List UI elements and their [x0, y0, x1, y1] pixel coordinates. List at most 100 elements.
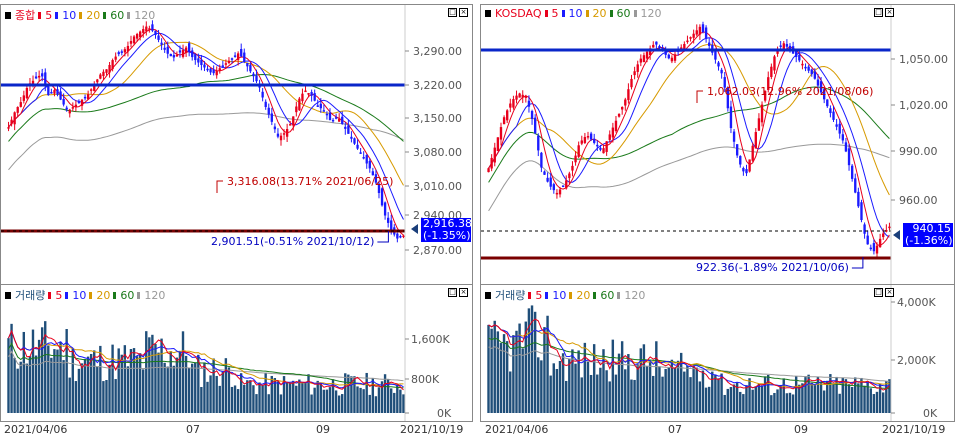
volume-bar — [596, 374, 599, 413]
candle-body — [850, 165, 854, 179]
close-icon[interactable]: × — [459, 288, 468, 297]
volume-bar — [633, 379, 636, 413]
volume-bar — [230, 386, 234, 413]
volume-bar — [549, 375, 552, 413]
volume-bar — [341, 394, 344, 413]
candle-body — [25, 87, 29, 99]
kospi-legend: 종합 5 10 20 60 120 — [5, 7, 155, 23]
volume-bar — [735, 382, 739, 413]
volume-bar — [875, 391, 879, 413]
candle-body — [56, 89, 59, 95]
kosdaq-date-start: 2021/04/06 — [485, 423, 549, 436]
legend-marker-icon — [5, 291, 11, 299]
volume-bar — [62, 360, 65, 413]
candle-body — [844, 142, 848, 152]
candle-body — [577, 145, 580, 157]
volume-bar — [555, 369, 559, 413]
volume-bar — [111, 344, 114, 413]
close-icon[interactable]: × — [885, 8, 894, 17]
candle-body — [313, 93, 316, 101]
close-icon[interactable]: × — [459, 8, 468, 17]
legend-ma120: 120 — [640, 7, 662, 20]
volume-bar — [816, 376, 820, 413]
volume-bar — [602, 349, 605, 413]
candle-body — [664, 48, 667, 55]
volume-bar — [552, 363, 555, 413]
ma5-line — [488, 31, 890, 247]
volume-bar — [160, 338, 163, 413]
legend-ma120: 120 — [134, 8, 156, 22]
volume-bar — [561, 353, 565, 413]
candle-body — [386, 217, 390, 223]
y-tick-label: 3,290.00 — [413, 45, 462, 58]
candle-body — [875, 245, 879, 254]
legend-ma120: 120 — [144, 288, 166, 302]
volume-bar — [386, 379, 390, 413]
kospi-date-end: 2021/10/19 — [400, 423, 464, 436]
y-tick-label: 3,010.00 — [413, 180, 462, 193]
volume-bar — [37, 339, 41, 413]
high-annotation: 3,316.08(13.71% 2021/06/25) — [227, 175, 393, 188]
candle-body — [319, 103, 322, 109]
candle-body — [608, 134, 611, 140]
volume-bar — [630, 379, 633, 413]
volume-bar — [505, 341, 509, 413]
candle-body — [169, 53, 172, 57]
candle-body — [212, 69, 215, 74]
close-icon[interactable]: × — [885, 288, 894, 297]
candle-body — [667, 54, 670, 59]
volume-bar — [577, 350, 580, 413]
volume-bar — [22, 331, 25, 413]
candle-body — [353, 138, 356, 144]
volume-bar — [608, 381, 611, 413]
volume-bar — [203, 362, 206, 413]
kospi-date-jul: 07 — [186, 423, 200, 436]
volume-bar — [850, 387, 854, 413]
maximize-icon[interactable]: □ — [448, 8, 457, 17]
candle-body — [102, 71, 105, 77]
volume-bar — [636, 364, 639, 413]
volume-bar — [19, 361, 22, 413]
candle-body — [878, 238, 882, 248]
volume-bar — [353, 376, 356, 413]
volume-bar — [804, 377, 807, 413]
volume-bar — [617, 353, 621, 413]
candle-body — [19, 102, 22, 107]
volume-bar — [142, 369, 145, 413]
volume-bar — [267, 394, 270, 413]
y-tick-label: 1,600K — [411, 333, 450, 346]
volume-bar — [154, 344, 157, 413]
candle-body — [729, 106, 733, 129]
volume-bar — [10, 323, 13, 413]
volume-bar — [389, 388, 393, 413]
volume-bar — [763, 376, 767, 413]
volume-bar — [878, 384, 882, 413]
candle-body — [546, 177, 549, 182]
kosdaq-candle-chart: 1,050.00 1,020.00 990.00 960.00 1,062.03(12.… — [481, 5, 948, 285]
volume-bar — [614, 374, 618, 413]
legend-ma20: 20 — [96, 288, 111, 302]
candle-body — [243, 52, 246, 62]
vol-ma120-line — [8, 350, 404, 382]
candle-body — [295, 106, 298, 113]
candle-body — [726, 87, 730, 109]
candle-body — [178, 50, 182, 53]
kosdaq-volume-chart: 4,000K 2,000K 0K — [487, 285, 938, 421]
volume-bar — [239, 373, 243, 413]
candle-body — [757, 118, 761, 131]
volume-bar — [13, 357, 16, 413]
maximize-icon[interactable]: □ — [874, 8, 883, 17]
volume-bar — [704, 387, 708, 413]
candle-body — [374, 174, 378, 183]
ma20-marker — [89, 291, 93, 299]
candle-body — [698, 26, 702, 35]
y-tick-label: 0K — [437, 407, 452, 420]
candle-body — [68, 109, 71, 114]
candle-body — [708, 42, 711, 46]
volume-bar — [7, 338, 10, 413]
maximize-icon[interactable]: □ — [874, 288, 883, 297]
volume-bar — [605, 370, 608, 413]
maximize-icon[interactable]: □ — [448, 288, 457, 297]
high-annotation: 1,062.03(12.96% 2021/08/06) — [707, 85, 873, 98]
candle-body — [341, 116, 344, 124]
